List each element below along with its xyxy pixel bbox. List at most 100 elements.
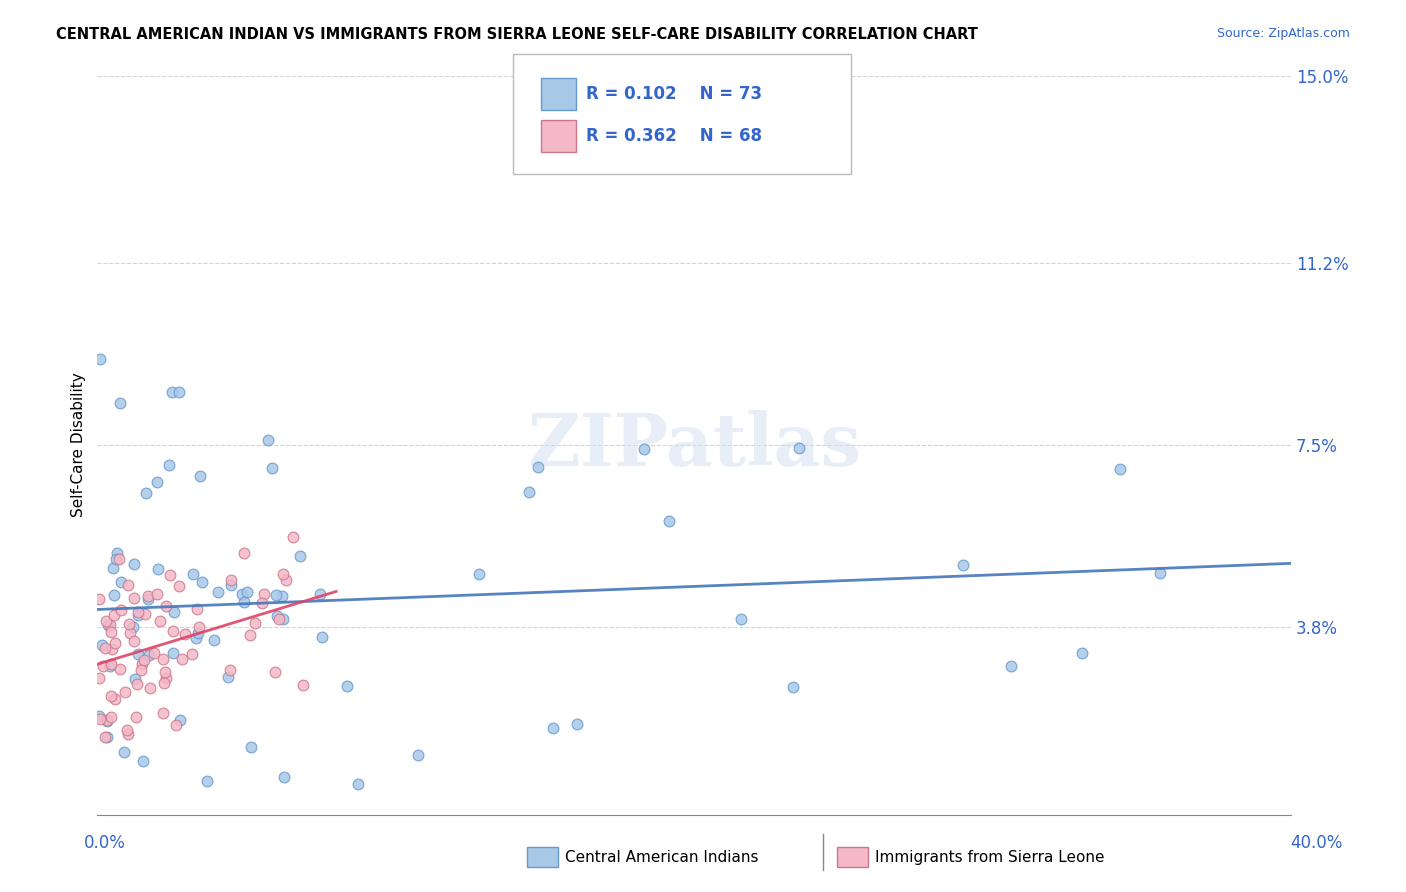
Point — [406, 747, 429, 762]
Point — [167, 579, 190, 593]
Point — [782, 680, 804, 694]
Point — [633, 442, 655, 457]
Point — [1071, 646, 1094, 660]
Point — [124, 672, 146, 686]
Text: Central American Indians: Central American Indians — [565, 850, 759, 864]
Point — [231, 586, 253, 600]
Point — [162, 646, 184, 660]
Point — [100, 625, 122, 640]
Point — [207, 585, 229, 599]
Point — [309, 587, 332, 601]
Point — [155, 599, 177, 614]
Point — [94, 640, 117, 655]
Point — [273, 566, 295, 581]
Point — [204, 633, 226, 648]
Point — [191, 575, 214, 590]
Point — [107, 551, 129, 566]
Point — [136, 589, 159, 603]
Point — [115, 723, 138, 738]
Point — [91, 639, 114, 653]
Point — [250, 596, 273, 610]
Point — [188, 619, 211, 633]
Point — [112, 745, 135, 759]
Point — [195, 774, 218, 789]
Text: 0.0%: 0.0% — [84, 834, 127, 852]
Point — [257, 433, 280, 447]
Point — [134, 607, 156, 622]
Point — [269, 612, 291, 626]
Point — [117, 578, 139, 592]
Point — [347, 777, 370, 791]
Point — [153, 665, 176, 679]
Point — [187, 626, 209, 640]
Point — [120, 625, 142, 640]
Point — [148, 562, 170, 576]
Point — [103, 636, 125, 650]
Point — [181, 647, 204, 661]
Point — [105, 552, 128, 566]
Point — [143, 646, 166, 660]
Point — [183, 567, 205, 582]
Point — [165, 717, 187, 731]
Point — [110, 396, 132, 410]
Point — [264, 588, 287, 602]
Point — [240, 740, 263, 755]
Point — [245, 615, 267, 630]
Point — [281, 530, 304, 544]
Point — [96, 714, 118, 728]
Point — [94, 730, 117, 744]
Point — [468, 567, 491, 582]
Point — [186, 632, 208, 646]
Point — [98, 618, 121, 632]
Point — [100, 689, 122, 703]
Point — [270, 589, 292, 603]
Point — [153, 676, 176, 690]
Point — [787, 441, 810, 455]
Point — [98, 658, 121, 673]
Point — [127, 608, 149, 623]
Point — [103, 588, 125, 602]
Point — [266, 609, 288, 624]
Point — [311, 630, 333, 644]
Point — [541, 721, 564, 735]
Point — [131, 663, 153, 677]
Point — [124, 634, 146, 648]
Point — [1000, 658, 1022, 673]
Point — [188, 469, 211, 483]
Point — [252, 587, 274, 601]
Point — [87, 708, 110, 723]
Point — [336, 679, 359, 693]
Point — [527, 460, 550, 475]
Point — [290, 549, 312, 564]
Point — [103, 561, 125, 575]
Point — [125, 677, 148, 691]
Text: ZIPatlas: ZIPatlas — [527, 409, 862, 481]
Point — [96, 714, 118, 728]
Point — [96, 730, 118, 744]
Point — [125, 710, 148, 724]
Point — [167, 385, 190, 400]
Point — [118, 617, 141, 632]
Point — [110, 574, 132, 589]
Point — [134, 653, 156, 667]
Point — [105, 546, 128, 560]
Point — [108, 662, 131, 676]
Point — [162, 624, 184, 639]
Point — [122, 591, 145, 605]
Point — [565, 717, 588, 731]
Text: Immigrants from Sierra Leone: Immigrants from Sierra Leone — [875, 850, 1104, 864]
Point — [87, 591, 110, 606]
Point — [273, 770, 295, 784]
Point — [219, 573, 242, 587]
Text: Source: ZipAtlas.com: Source: ZipAtlas.com — [1216, 27, 1350, 40]
Point — [87, 671, 110, 685]
Point — [162, 385, 184, 400]
Point — [159, 458, 181, 472]
Point — [131, 754, 153, 768]
Point — [152, 652, 174, 666]
Point — [235, 584, 257, 599]
Point — [145, 587, 167, 601]
Point — [152, 706, 174, 720]
Point — [96, 615, 118, 629]
Point — [103, 607, 125, 622]
